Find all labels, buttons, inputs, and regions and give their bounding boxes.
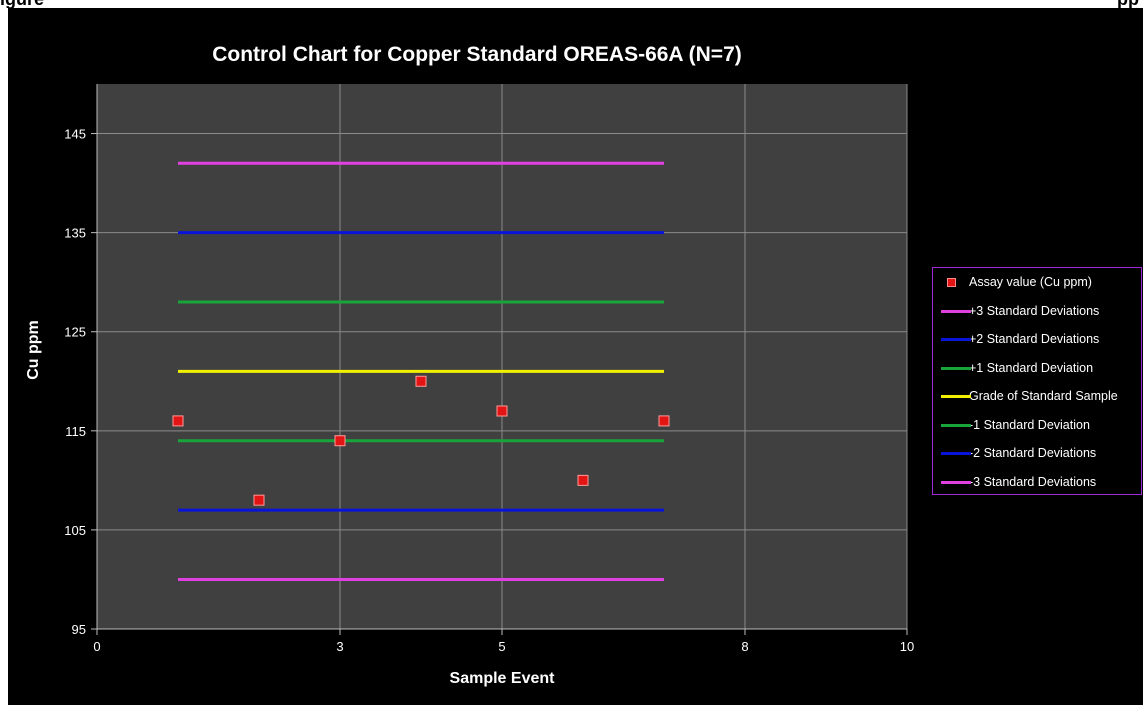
caption-right-text: pp xyxy=(1117,0,1139,8)
legend-line-swatch xyxy=(939,301,971,321)
assay-point xyxy=(577,474,589,486)
legend-marker xyxy=(939,272,969,292)
y-tick-label: 145 xyxy=(64,127,86,142)
y-tick-label: 95 xyxy=(72,622,86,637)
assay-points xyxy=(172,375,670,506)
chart-title: Control Chart for Copper Standard OREAS-… xyxy=(212,43,742,66)
x-axis-label: Sample Event xyxy=(450,670,556,687)
y-tick-label: 135 xyxy=(64,226,86,241)
legend-label: +3 Standard Deviations xyxy=(969,303,1100,318)
legend-entry: Assay value (Cu ppm) xyxy=(939,272,1139,292)
legend-label: Assay value (Cu ppm) xyxy=(969,275,1092,289)
legend-label: +2 Standard Deviations xyxy=(969,332,1100,346)
axes: 95 105 115 125 135 145 0 3 5 8 10 xyxy=(64,84,914,654)
legend-line-swatch xyxy=(939,443,971,463)
legend-line-swatch xyxy=(939,386,971,406)
control-limit-lines xyxy=(178,161,664,581)
legend-entry: -2 Standard Deviations xyxy=(939,443,1139,463)
x-tick-label: 3 xyxy=(336,639,343,654)
legend-entry: +1 Standard Deviation xyxy=(939,358,1139,378)
x-tick-label: 0 xyxy=(93,639,100,654)
y-tick-label: 115 xyxy=(65,424,86,439)
x-tick-label: 5 xyxy=(498,639,505,654)
caption-strip: igure pp xyxy=(0,0,1145,8)
assay-point xyxy=(496,405,508,417)
assay-point xyxy=(415,375,427,387)
legend-entry: +2 Standard Deviations xyxy=(939,329,1139,349)
caption-left-text: igure xyxy=(0,0,44,8)
x-tick-label: 10 xyxy=(900,639,914,654)
assay-point xyxy=(253,494,265,506)
legend-entry: +3 Standard Deviations xyxy=(939,301,1139,321)
legend-line-swatch xyxy=(939,472,971,492)
assay-point xyxy=(658,415,670,427)
legend-line-swatch xyxy=(939,358,971,378)
assay-point xyxy=(334,435,346,447)
assay-point xyxy=(172,415,184,427)
legend-label: -3 Standard Deviations xyxy=(969,474,1097,489)
x-tick-label: 8 xyxy=(741,639,748,654)
legend-line-swatch xyxy=(939,415,971,435)
legend-entry: -3 Standard Deviations xyxy=(939,472,1139,492)
legend-entry: -1 Standard Deviation xyxy=(939,415,1139,435)
legend-label: -2 Standard Deviations xyxy=(969,446,1097,460)
y-tick-label: 105 xyxy=(64,523,86,538)
legend-line-swatch xyxy=(939,329,971,349)
legend-entry: Grade of Standard Sample xyxy=(939,386,1139,406)
legend-label: +1 Standard Deviation xyxy=(969,360,1094,375)
grid-lines xyxy=(97,84,908,629)
chart-legend: Assay value (Cu ppm) +3 Standard Deviatio… xyxy=(932,267,1142,495)
legend-label: -1 Standard Deviation xyxy=(969,417,1090,432)
y-tick-label: 125 xyxy=(64,325,86,340)
legend-label: Grade of Standard Sample xyxy=(969,389,1118,403)
y-axis-label: Cu ppm xyxy=(25,320,42,380)
